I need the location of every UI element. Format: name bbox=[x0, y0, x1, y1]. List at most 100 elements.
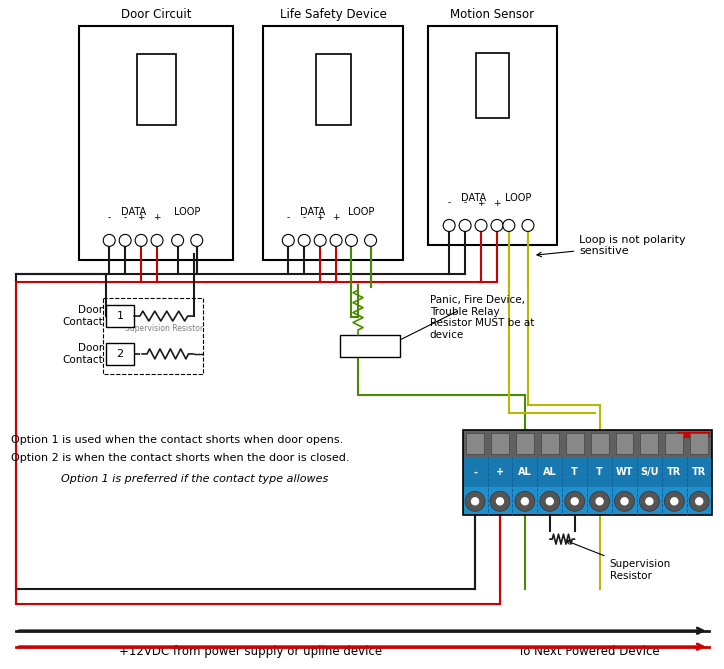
Bar bbox=[428, 26, 557, 246]
Text: S/U: S/U bbox=[640, 468, 659, 478]
Text: +: + bbox=[493, 199, 501, 207]
Text: 2: 2 bbox=[117, 349, 124, 359]
Text: T: T bbox=[596, 468, 603, 478]
Bar bbox=[690, 433, 708, 454]
Text: -: - bbox=[473, 468, 477, 478]
Circle shape bbox=[615, 491, 634, 511]
Circle shape bbox=[689, 491, 710, 511]
Text: LOOP: LOOP bbox=[505, 193, 531, 203]
Bar bbox=[665, 433, 683, 454]
Text: -: - bbox=[108, 213, 111, 223]
Circle shape bbox=[503, 219, 515, 231]
Text: COM: COM bbox=[347, 341, 369, 351]
Circle shape bbox=[298, 234, 310, 246]
Circle shape bbox=[589, 491, 610, 511]
Circle shape bbox=[522, 219, 534, 231]
Circle shape bbox=[282, 234, 294, 246]
Text: +: + bbox=[153, 213, 161, 223]
Circle shape bbox=[696, 498, 703, 505]
Bar bbox=[476, 53, 509, 118]
Circle shape bbox=[596, 498, 603, 505]
Bar bbox=[516, 433, 534, 454]
Circle shape bbox=[665, 491, 684, 511]
Text: DATA: DATA bbox=[460, 193, 486, 203]
Circle shape bbox=[330, 234, 342, 246]
Circle shape bbox=[190, 234, 203, 246]
Text: -: - bbox=[124, 213, 127, 223]
Bar bbox=[466, 433, 484, 454]
Text: 1: 1 bbox=[117, 311, 123, 321]
Text: T: T bbox=[571, 468, 578, 478]
Text: DATA: DATA bbox=[300, 207, 325, 217]
Circle shape bbox=[119, 234, 131, 246]
Text: WT: WT bbox=[615, 468, 634, 478]
Circle shape bbox=[497, 498, 503, 505]
Text: LOOP: LOOP bbox=[174, 207, 201, 217]
Circle shape bbox=[104, 234, 115, 246]
Text: +: + bbox=[332, 213, 340, 223]
Bar bbox=[463, 429, 712, 515]
Text: Door
Contact: Door Contact bbox=[62, 305, 103, 327]
Circle shape bbox=[151, 234, 163, 246]
Text: NO: NO bbox=[377, 341, 392, 351]
Bar bbox=[137, 54, 176, 124]
Text: +: + bbox=[138, 213, 145, 223]
Circle shape bbox=[646, 498, 653, 505]
Text: +12VDC from power supply or upline device: +12VDC from power supply or upline devic… bbox=[119, 645, 382, 658]
Circle shape bbox=[475, 219, 487, 231]
Text: Door Circuit: Door Circuit bbox=[121, 8, 192, 21]
Circle shape bbox=[471, 498, 479, 505]
Bar bbox=[463, 458, 712, 487]
Text: Option 2 is when the contact shorts when the door is closed.: Option 2 is when the contact shorts when… bbox=[12, 452, 350, 462]
Circle shape bbox=[365, 234, 376, 246]
Circle shape bbox=[443, 219, 455, 231]
Bar bbox=[264, 26, 403, 260]
Text: TR: TR bbox=[692, 468, 707, 478]
Bar bbox=[615, 433, 634, 454]
Circle shape bbox=[314, 234, 326, 246]
Text: Door
Contact: Door Contact bbox=[62, 343, 103, 365]
Bar bbox=[340, 335, 400, 357]
Bar bbox=[491, 433, 509, 454]
Circle shape bbox=[521, 498, 529, 505]
Circle shape bbox=[465, 491, 485, 511]
Text: -: - bbox=[303, 213, 306, 223]
Bar bbox=[677, 432, 710, 438]
Text: AL: AL bbox=[518, 468, 531, 478]
Circle shape bbox=[491, 219, 503, 231]
Text: +: + bbox=[496, 468, 504, 478]
Text: +: + bbox=[316, 213, 324, 223]
Circle shape bbox=[459, 219, 471, 231]
Circle shape bbox=[565, 491, 585, 511]
Text: Life Safety Device: Life Safety Device bbox=[279, 8, 387, 21]
Text: To Next Powered Device: To Next Powered Device bbox=[518, 645, 660, 658]
Circle shape bbox=[639, 491, 660, 511]
Text: -: - bbox=[463, 199, 467, 207]
Bar bbox=[541, 433, 559, 454]
Text: Motion Sensor: Motion Sensor bbox=[450, 8, 534, 21]
Text: +: + bbox=[477, 199, 485, 207]
Text: -: - bbox=[447, 199, 451, 207]
Text: Loop is not polarity
sensitive: Loop is not polarity sensitive bbox=[537, 235, 686, 257]
Bar bbox=[463, 458, 712, 515]
Circle shape bbox=[345, 234, 358, 246]
Bar bbox=[106, 343, 134, 365]
Bar bbox=[316, 54, 350, 124]
Text: Supervision Resistor: Supervision Resistor bbox=[125, 324, 203, 333]
Circle shape bbox=[621, 498, 628, 505]
Text: Supervision
Resistor: Supervision Resistor bbox=[566, 540, 671, 581]
Bar bbox=[103, 298, 203, 374]
Circle shape bbox=[540, 491, 560, 511]
Text: Option 1 is preferred if the contact type allowes: Option 1 is preferred if the contact typ… bbox=[61, 474, 329, 484]
Text: Panic, Fire Device,
Trouble Relay
Resistor MUST be at
device: Panic, Fire Device, Trouble Relay Resist… bbox=[430, 295, 534, 340]
Bar bbox=[565, 433, 584, 454]
Bar bbox=[79, 26, 234, 260]
Circle shape bbox=[671, 498, 678, 505]
Text: AL: AL bbox=[543, 468, 557, 478]
Text: Option 1 is used when the contact shorts when door opens.: Option 1 is used when the contact shorts… bbox=[12, 435, 344, 445]
Circle shape bbox=[172, 234, 184, 246]
Text: -: - bbox=[287, 213, 290, 223]
Bar bbox=[106, 305, 134, 327]
Circle shape bbox=[571, 498, 578, 505]
Text: TR: TR bbox=[668, 468, 681, 478]
